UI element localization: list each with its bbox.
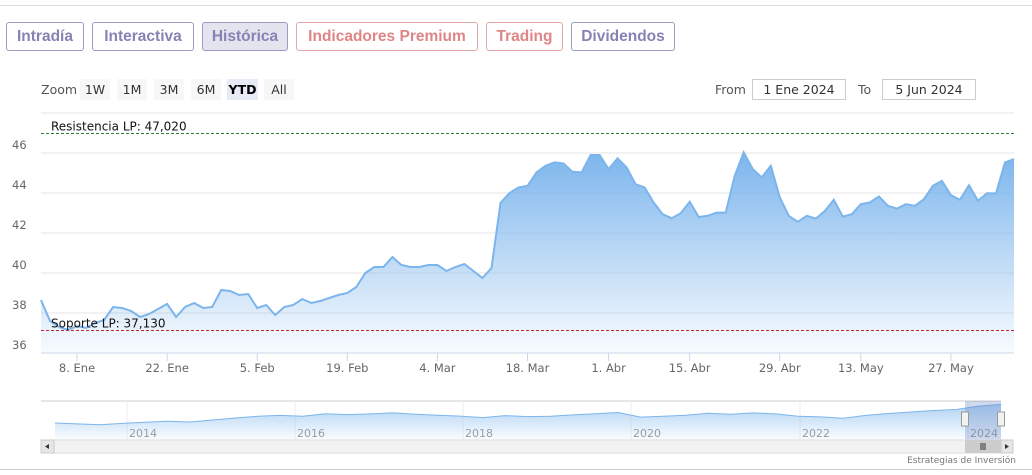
navigator-line [54,403,1002,426]
bottom-divider [0,469,1032,470]
grip-icon [980,443,986,450]
from-date-input[interactable] [752,79,846,100]
navigator-handle-left[interactable] [961,411,969,427]
to-label: To [858,82,872,97]
tab-interactiva[interactable]: Interactiva [92,22,194,51]
price-area [41,152,1014,353]
x-tick-label: 22. Ene [145,361,189,375]
arrow-left-icon [45,444,49,449]
to-date-input[interactable] [882,79,976,100]
zoom-button-ytd[interactable]: YTD [227,79,258,100]
x-tick-label: 8. Ene [59,361,95,375]
x-tick-label: 1. Abr [591,361,626,375]
tab-dividendos[interactable]: Dividendos [571,22,675,51]
navigator-selection [965,401,1001,440]
tab-trading[interactable]: Trading [486,22,563,51]
y-tick-label: 36 [12,338,27,352]
x-tick-label: 18. Mar [506,361,550,375]
scrollbar-track[interactable] [40,439,1014,454]
zoom-button-1m[interactable]: 1M [117,79,147,100]
y-tick-label: 42 [12,218,27,232]
tab-intrad-a[interactable]: Intradía [6,22,84,51]
y-tick-label: 44 [12,178,27,192]
zoom-button-3m[interactable]: 3M [154,79,184,100]
x-tick-label: 29. Abr [759,361,801,375]
tab-indicadores-premium[interactable]: Indicadores Premium [296,22,478,51]
from-label: From [715,82,746,97]
y-tick-label: 40 [12,258,27,272]
zoom-button-6m[interactable]: 6M [191,79,221,100]
support-label: Soporte LP: 37,130 [51,317,166,331]
price-line [40,150,1015,332]
x-tick-label: 19. Feb [326,361,368,375]
arrow-right-icon [1005,444,1009,449]
resistance-label: Resistencia LP: 47,020 [51,120,187,134]
x-tick-label: 4. Mar [419,361,456,375]
navigator-area [55,404,1001,440]
x-tick-label: 15. Abr [669,361,711,375]
x-tick-label: 27. May [928,361,974,375]
y-tick-label: 38 [12,298,27,312]
top-divider [0,5,1032,6]
zoom-button-all[interactable]: All [264,79,294,100]
x-tick-label: 13. May [838,361,884,375]
zoom-button-1w[interactable]: 1W [80,79,110,100]
credit-text: Estrategias de Inversión [907,456,1016,466]
navigator-handle-right[interactable] [997,411,1005,427]
x-tick-label: 5. Feb [240,361,275,375]
tab-hist-rica[interactable]: Histórica [202,22,288,51]
zoom-label: Zoom [41,82,78,97]
y-tick-label: 46 [12,138,27,152]
